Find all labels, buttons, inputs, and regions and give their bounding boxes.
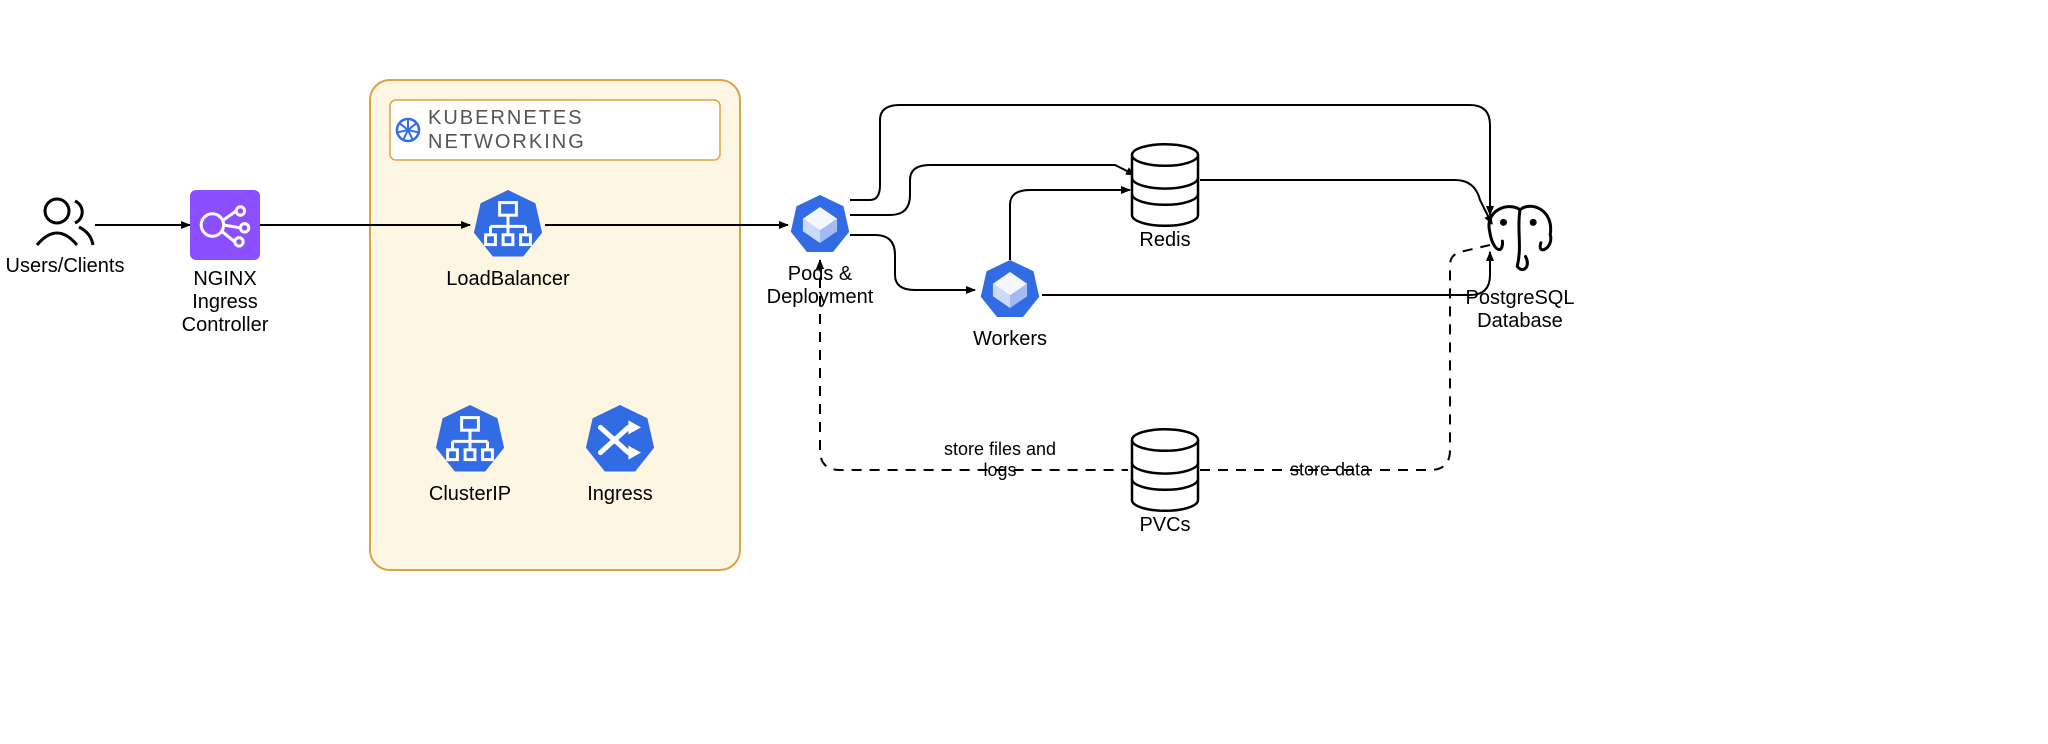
node-label-ingress: Ingress	[587, 483, 653, 506]
kubernetes-wheel-icon	[397, 119, 419, 141]
node-workers	[981, 260, 1039, 317]
node-label-clusterip: ClusterIP	[429, 483, 511, 506]
edge-workers-redis	[1010, 190, 1130, 260]
node-redis	[1132, 144, 1198, 226]
node-label-postgres: PostgreSQL Database	[1466, 287, 1575, 333]
diagram-svg: KUBERNETESNETWORKING	[0, 0, 2048, 744]
edge-pvcs-postgres	[1200, 245, 1490, 470]
node-label-workers: Workers	[973, 328, 1047, 351]
node-pvcs	[1132, 429, 1198, 511]
cluster-title-line: NETWORKING	[428, 131, 586, 153]
node-label-pods: Pods & Deployment	[767, 263, 874, 309]
node-users	[37, 199, 93, 245]
cluster-title-line: KUBERNETES	[428, 107, 584, 129]
edge-redis-postgres	[1200, 180, 1492, 224]
node-label-redis: Redis	[1139, 229, 1190, 252]
edge-label-pods-pvcs: store files and logs	[944, 439, 1056, 481]
node-label-users: Users/Clients	[6, 255, 125, 278]
diagram-stage: KUBERNETESNETWORKING store files and log…	[0, 0, 2048, 744]
edge-label-pvcs-postgres: store data	[1290, 460, 1370, 481]
node-pods	[791, 195, 849, 252]
node-postgres	[1489, 206, 1551, 269]
node-nginx	[190, 190, 260, 260]
edge-workers-postgres	[1042, 252, 1490, 295]
node-label-lb: LoadBalancer	[446, 268, 569, 291]
node-label-pvcs: PVCs	[1139, 514, 1190, 537]
node-label-nginx: NGINX Ingress Controller	[182, 268, 269, 337]
